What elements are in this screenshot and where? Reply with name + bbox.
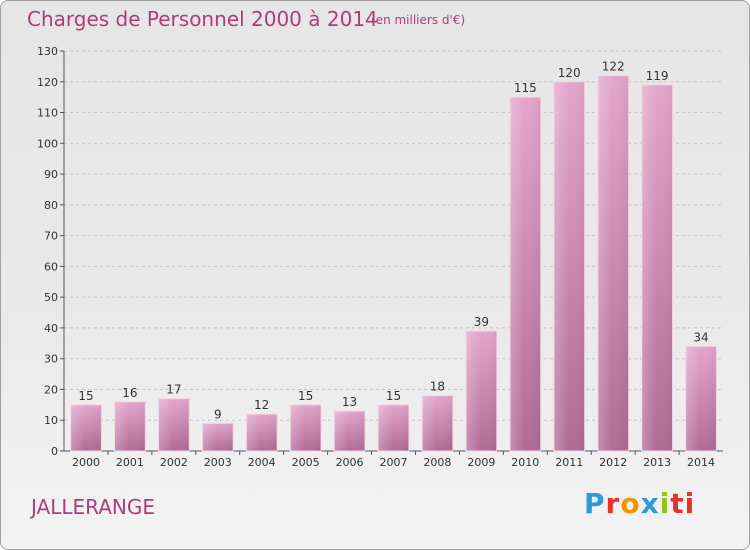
data-label: 17 (166, 383, 181, 397)
data-label: 119 (646, 69, 669, 83)
data-label: 18 (430, 380, 445, 394)
bar-highlight (597, 75, 629, 451)
x-tick-label: 2004 (248, 456, 276, 469)
logo-letter: i (659, 487, 671, 520)
x-tick-label: 2003 (204, 456, 232, 469)
bar-highlight (509, 97, 541, 452)
y-tick-label: 100 (37, 137, 58, 150)
bar-highlight (378, 404, 409, 451)
x-tick-label: 2009 (467, 456, 495, 469)
bar-highlight (641, 84, 673, 451)
data-label: 12 (254, 398, 269, 412)
data-label: 9 (214, 407, 222, 421)
y-tick-label: 60 (44, 260, 58, 273)
bar-highlight (422, 395, 453, 451)
data-label: 115 (514, 81, 537, 95)
bar-highlight (114, 401, 146, 451)
x-tick-label: 2013 (643, 456, 671, 469)
x-tick-label: 2005 (292, 456, 320, 469)
x-tick-label: 2007 (380, 456, 408, 469)
logo-letter: x (640, 487, 660, 520)
x-tick-label: 2000 (72, 456, 100, 469)
chart-title: Charges de Personnel 2000 à 2014 (27, 7, 378, 31)
x-tick-label: 2014 (687, 456, 715, 469)
data-label: 15 (386, 389, 401, 403)
x-tick-label: 2002 (160, 456, 188, 469)
proxiti-logo: Proxiti (584, 487, 695, 520)
y-tick-label: 40 (44, 322, 58, 335)
bar-highlight (202, 423, 234, 451)
y-tick-label: 50 (44, 291, 58, 304)
data-label: 15 (298, 389, 313, 403)
bar-highlight (334, 411, 365, 451)
commune-name: JALLERANGE (31, 495, 156, 519)
y-tick-label: 110 (37, 107, 58, 120)
y-tick-label: 20 (44, 383, 58, 396)
x-tick-label: 2006 (336, 456, 364, 469)
logo-letter: r (605, 487, 621, 520)
data-label: 120 (558, 66, 581, 80)
y-tick-label: 10 (44, 414, 58, 427)
data-label: 34 (693, 330, 708, 344)
data-label: 39 (474, 315, 489, 329)
x-tick-label: 2008 (423, 456, 451, 469)
y-tick-label: 90 (44, 168, 58, 181)
chart-subtitle: (en milliers d'€) (371, 13, 466, 27)
bar-highlight (553, 81, 585, 452)
logo-letter: ti (670, 487, 696, 520)
bar-highlight (158, 398, 190, 451)
data-label: 13 (342, 395, 357, 409)
data-label: 16 (122, 386, 137, 400)
bar-highlight (465, 331, 497, 451)
x-tick-label: 2001 (116, 456, 144, 469)
y-tick-label: 80 (44, 199, 58, 212)
y-tick-label: 0 (51, 445, 58, 458)
x-tick-label: 2010 (511, 456, 539, 469)
y-tick-label: 130 (37, 45, 58, 58)
x-tick-label: 2011 (555, 456, 583, 469)
data-label: 15 (78, 389, 93, 403)
data-label: 122 (602, 60, 625, 74)
bar-highlight (685, 346, 717, 451)
x-tick-label: 2012 (599, 456, 627, 469)
y-tick-label: 120 (37, 76, 58, 89)
bar-highlight (290, 404, 322, 451)
logo-letter: P (584, 487, 606, 520)
y-tick-label: 30 (44, 353, 58, 366)
bar-highlight (246, 414, 278, 451)
bar-highlight (70, 404, 102, 451)
logo-letter: o (620, 487, 641, 520)
y-tick-label: 70 (44, 230, 58, 243)
